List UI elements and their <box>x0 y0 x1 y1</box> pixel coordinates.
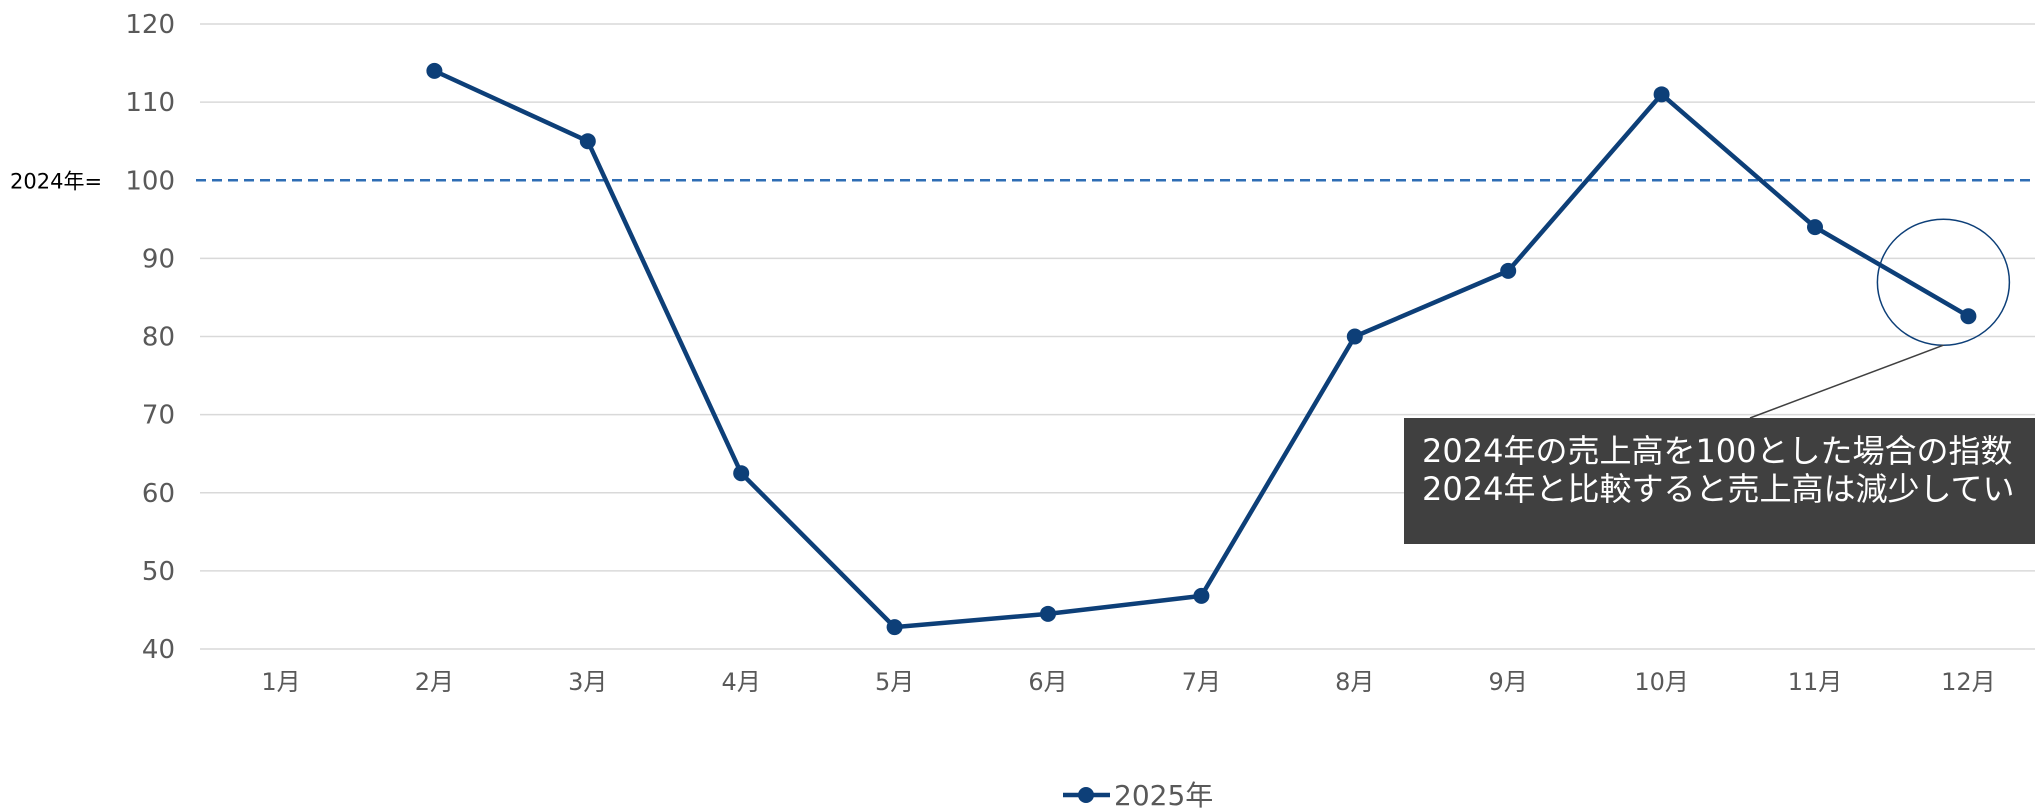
x-tick-label: 10月 <box>1634 668 1689 696</box>
series-group <box>426 62 1977 636</box>
y-tick-label: 40 <box>142 635 175 665</box>
legend-label: 2025年 <box>1114 779 1213 809</box>
x-tick-label: 2月 <box>415 668 454 696</box>
reference-line-group: 2024年= <box>10 169 2035 193</box>
annotation-box <box>1404 418 2035 544</box>
annotation-circle <box>1876 218 2011 346</box>
y-tick-label: 120 <box>125 10 175 40</box>
grid-lines <box>200 23 2035 650</box>
data-point <box>1653 86 1670 103</box>
data-point <box>886 619 903 636</box>
data-point <box>426 62 443 79</box>
x-tick-label: 3月 <box>568 668 607 696</box>
annotation-text-line-1: 2024年の売上高を100とした場合の指数 <box>1422 432 2013 470</box>
legend: 2025年 <box>1063 779 1213 809</box>
y-tick-label: 50 <box>142 557 175 587</box>
y-axis: 40 50 60 70 80 90 100 110 120 <box>125 10 175 665</box>
x-tick-label: 4月 <box>722 668 761 696</box>
y-tick-label: 70 <box>142 401 175 431</box>
y-tick-label: 60 <box>142 479 175 509</box>
x-tick-label: 11月 <box>1788 668 1843 696</box>
y-tick-label: 100 <box>125 166 175 196</box>
x-tick-label: 12月 <box>1941 668 1996 696</box>
y-tick-label: 110 <box>125 88 175 118</box>
data-point <box>1960 308 1977 325</box>
annotation-text-line-2: 2024年と比較すると売上高は減少してい <box>1422 470 2014 508</box>
x-tick-label: 7月 <box>1182 668 1221 696</box>
x-tick-label: 1月 <box>261 668 300 696</box>
x-tick-label: 5月 <box>875 668 914 696</box>
data-point <box>1346 328 1363 345</box>
y-tick-label: 90 <box>142 244 175 274</box>
data-point <box>1500 262 1517 279</box>
data-point <box>579 133 596 150</box>
data-point <box>733 465 750 482</box>
x-tick-label: 6月 <box>1028 668 1067 696</box>
reference-line-label: 2024年= <box>10 169 102 193</box>
x-tick-label: 9月 <box>1489 668 1528 696</box>
x-tick-label: 8月 <box>1335 668 1374 696</box>
x-axis: 1月 2月 3月 4月 5月 6月 7月 8月 9月 10月 11月 12月 <box>261 668 1995 696</box>
data-point <box>1040 605 1056 622</box>
annotation-leader-line <box>1749 344 1944 419</box>
legend-dot-marker <box>1078 787 1094 803</box>
y-tick-label: 80 <box>142 323 175 353</box>
data-point <box>1193 587 1210 604</box>
annotation-group: 2024年の売上高を100とした場合の指数 2024年と比較すると売上高は減少し… <box>1404 218 2035 544</box>
data-point <box>1807 219 1823 236</box>
